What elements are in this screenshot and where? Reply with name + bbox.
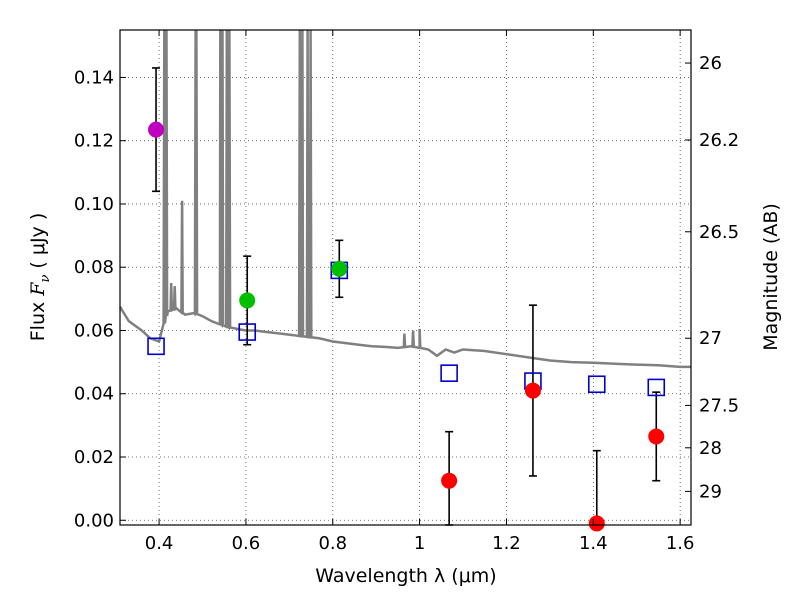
observed-points bbox=[148, 121, 665, 532]
observed-point bbox=[148, 121, 165, 138]
sed-model-line bbox=[118, 29, 691, 369]
y2-axis-label: Magnitude (AB) bbox=[760, 203, 782, 351]
observed-point bbox=[648, 428, 665, 445]
y2-tick-label: 26.5 bbox=[699, 222, 739, 243]
model-photometry-square bbox=[587, 375, 606, 394]
model-photometry-square bbox=[440, 364, 458, 382]
x-tick-label: 0.8 bbox=[318, 533, 347, 554]
y2-tick-label: 26 bbox=[699, 53, 722, 74]
y-axis-label-subscript: ν bbox=[38, 275, 53, 283]
y-tick-label: 0.12 bbox=[74, 131, 114, 152]
y2-axis-ticks: 26 26.2 26.5 27 27.5 28 29 bbox=[685, 53, 739, 502]
y2-tick-label: 28 bbox=[699, 438, 722, 459]
y-tick-label: 0.14 bbox=[74, 67, 114, 88]
x-axis-ticks: 0.4 0.6 0.8 1 1.2 1.4 1.6 bbox=[145, 30, 695, 554]
y2-tick-label: 27 bbox=[699, 328, 722, 349]
y2-tick-label: 29 bbox=[699, 481, 722, 502]
y-axis-label-units: ( μJy ) bbox=[27, 213, 49, 275]
y-axis-ticks: 0.00 0.02 0.04 0.06 0.08 0.10 0.12 0.14 bbox=[74, 67, 126, 531]
y2-tick-label: 26.2 bbox=[699, 130, 739, 151]
x-tick-label: 1.2 bbox=[492, 533, 521, 554]
y-tick-label: 0.02 bbox=[74, 447, 114, 468]
grid-lines bbox=[120, 30, 691, 525]
observed-point bbox=[524, 382, 541, 399]
y-axis-label-symbol: F bbox=[27, 282, 49, 297]
x-tick-label: 0.4 bbox=[145, 533, 174, 554]
y-axis-label-prefix: Flux bbox=[27, 296, 49, 342]
x-tick-label: 1 bbox=[414, 533, 425, 554]
observed-point bbox=[331, 260, 348, 277]
y-tick-label: 0.00 bbox=[74, 510, 114, 531]
x-tick-label: 1.6 bbox=[666, 533, 695, 554]
error-bar bbox=[592, 449, 601, 526]
y-tick-label: 0.06 bbox=[74, 320, 114, 341]
observed-point bbox=[441, 472, 458, 489]
model-photometry-points bbox=[147, 261, 666, 397]
y-tick-label: 0.04 bbox=[74, 384, 114, 405]
model-photometry-square bbox=[647, 378, 666, 397]
model-photometry-square bbox=[147, 337, 165, 356]
model-photometry-square bbox=[238, 323, 257, 341]
x-tick-label: 1.4 bbox=[579, 533, 608, 554]
plot-frame bbox=[119, 29, 692, 526]
y2-tick-label: 27.5 bbox=[699, 395, 739, 416]
y-tick-label: 0.08 bbox=[74, 257, 114, 278]
y-axis-label: Flux Fν ( μJy ) bbox=[27, 213, 53, 342]
x-axis-label: Wavelength λ (μm) bbox=[315, 565, 496, 587]
x-tick-label: 0.6 bbox=[232, 533, 261, 554]
observed-point bbox=[588, 515, 605, 532]
y-tick-label: 0.10 bbox=[74, 194, 114, 215]
observed-point bbox=[239, 292, 256, 309]
sed-model-spectrum bbox=[118, 29, 691, 369]
